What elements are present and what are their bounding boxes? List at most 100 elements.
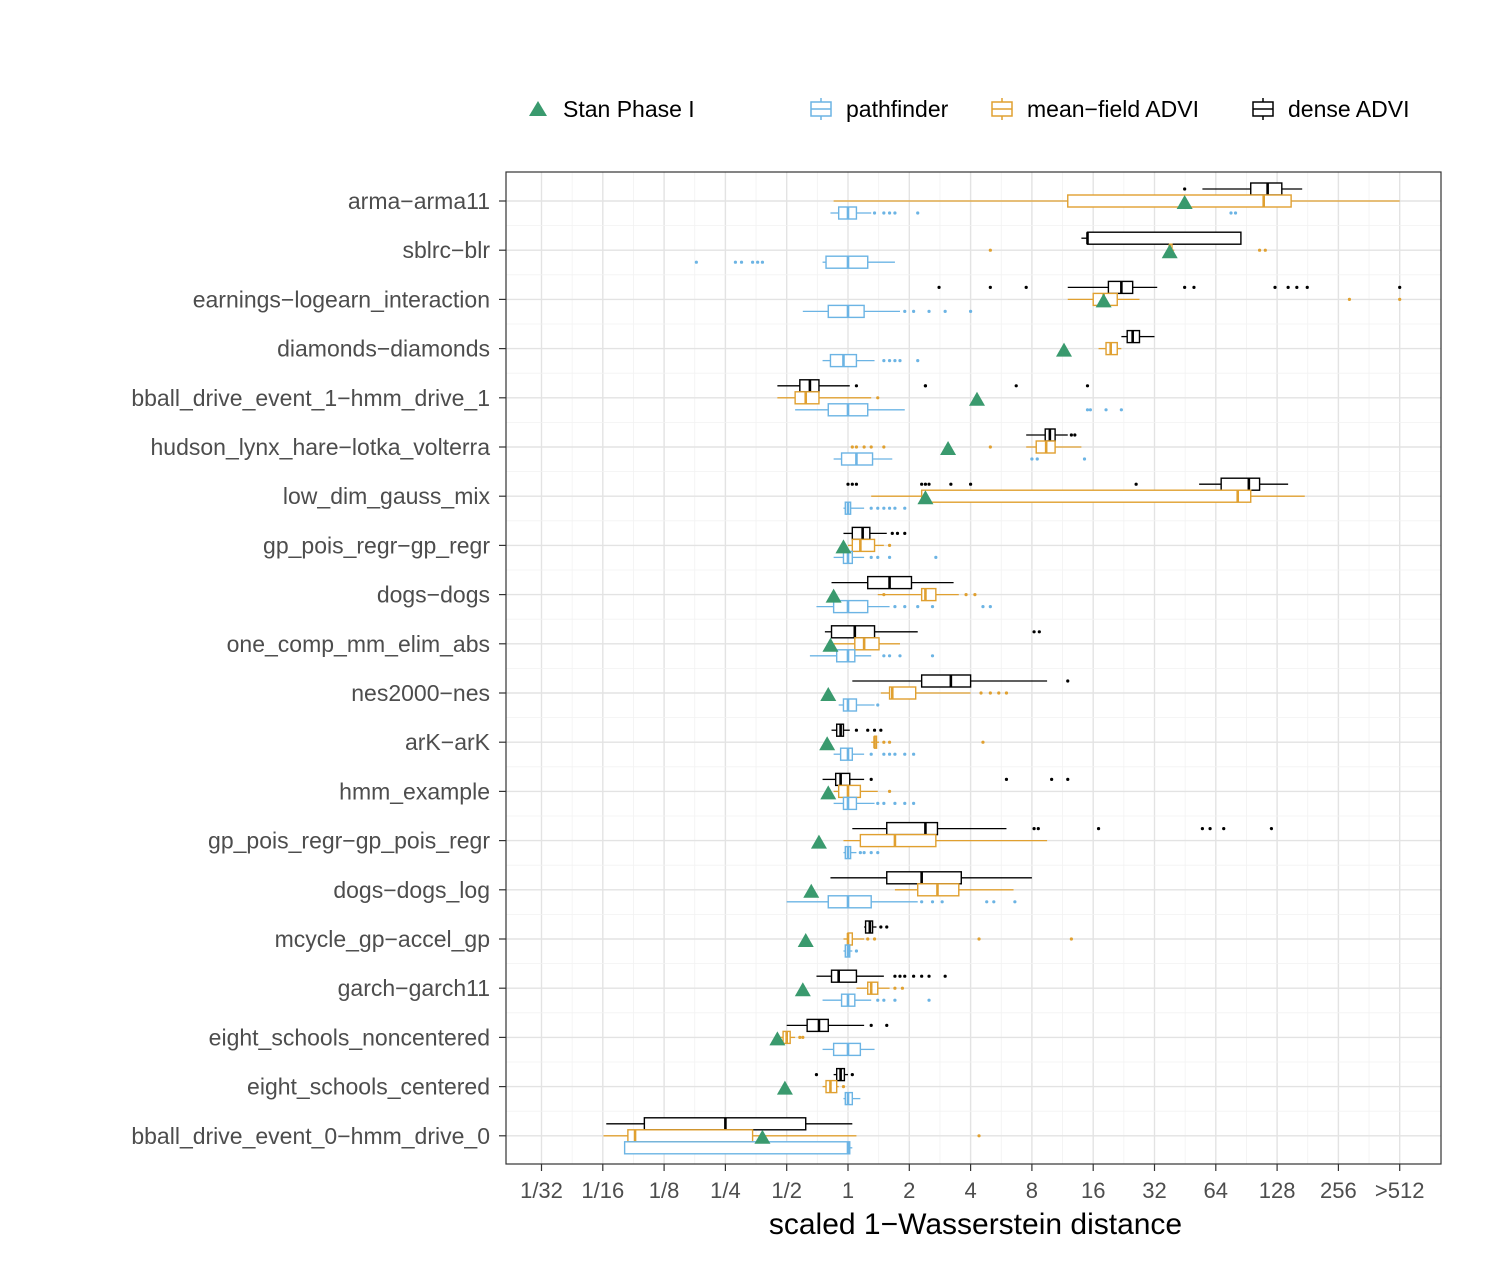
outlier-point [1085,384,1090,388]
outlier-point [854,482,859,486]
outlier-point [879,925,883,929]
x-tick-label: 256 [1320,1178,1357,1203]
outlier-point [885,925,889,929]
box-iqr [834,772,851,787]
boxplot-group [833,796,916,811]
outlier-point [977,937,981,941]
outlier-point [1257,248,1262,252]
stan-phase-i-point [776,1080,793,1095]
outlier-point [893,986,897,990]
stan-phase-i-point [769,1031,786,1046]
outlier-point [1037,630,1041,634]
x-tick-label: 8 [1026,1178,1038,1203]
boxplot-group [838,698,880,712]
box-iqr [851,538,876,553]
x-tick-label: 4 [964,1178,976,1203]
box-iqr [835,649,856,663]
outlier-point [1004,777,1009,782]
outlier-point [801,1035,805,1039]
x-tick-label: 32 [1142,1178,1166,1203]
outlier-point [988,285,992,289]
outlier-point [1073,433,1077,437]
y-tick-label: hmm_example [339,778,490,804]
box-iqr [1250,182,1283,196]
outlier-point [964,593,968,597]
x-tick-label: >512 [1375,1178,1425,1203]
outlier-point [912,974,916,978]
outlier-point [903,309,907,313]
outlier-point [739,260,744,264]
y-tick-label: mcycle_gp−accel_gp [275,926,490,952]
x-tick-label: 1/8 [649,1178,680,1203]
x-axis-title: scaled 1−Wasserstein distance [769,1208,1182,1241]
data-marks [603,182,1402,1155]
outlier-point [1035,457,1039,461]
outlier-point [1398,297,1402,301]
outlier-point [756,260,760,264]
outlier-point [1030,457,1034,461]
legend: Stan Phase I pathfinder mean−field ADVI … [525,92,1485,126]
outlier-point [882,752,886,756]
outlier-point [1024,285,1028,289]
grid-lines [506,172,1441,1164]
box-iqr [830,625,876,639]
y-tick-label: hudson_lynx_hare−lotka_volterra [151,434,491,460]
outlier-point [1036,827,1040,831]
boxplot-group [777,379,1090,393]
y-tick-label: arK−arK [405,729,491,755]
box-iqr [623,1141,851,1155]
boxplot-group [1098,341,1122,356]
y-tick-label: gp_pois_regr−gp_pois_regr [208,828,490,854]
boxplot-group [843,845,880,860]
outlier-point [985,900,989,904]
y-tick-label: one_comp_mm_elim_abs [227,631,490,657]
box-iqr [827,304,865,319]
box-iqr [867,981,879,995]
boxplot-group [833,452,1087,466]
outlier-point [920,482,924,486]
outlier-point [893,752,897,756]
boxplot-group [824,625,1041,639]
outlier-point [937,285,941,289]
y-tick-label: arma−arma11 [348,188,490,214]
stan-phase-i-point [803,883,820,898]
outlier-point [927,974,931,978]
outlier-point [1273,285,1277,289]
outlier-point [882,654,886,658]
box-iqr [627,1129,754,1143]
stan-phase-i-point [794,982,811,997]
x-tick-label: 2 [903,1178,915,1203]
outlier-point [920,900,924,904]
legend-box-icon [989,96,1015,122]
outlier-point [903,974,907,978]
y-tick-label: bball_drive_event_1−hmm_drive_1 [131,385,490,411]
outlier-point [887,555,892,560]
outlier-point [988,691,992,695]
legend-item-pathfinder: pathfinder [808,92,948,126]
outlier-point [988,248,992,252]
outlier-point [1305,285,1309,289]
boxplot-group [623,1141,853,1155]
outlier-point [850,445,854,449]
outlier-point [916,359,920,363]
outlier-point [1183,285,1187,289]
outlier-point [854,728,859,732]
outlier-point [1229,211,1233,215]
stan-phase-i-point [797,933,814,947]
boxplot-group [822,772,1070,787]
outlier-point [1050,777,1054,782]
outlier-point [869,506,873,510]
outlier-point [934,555,938,560]
boxplot-group [864,920,889,934]
legend-label: pathfinder [846,95,949,122]
outlier-point [869,777,873,782]
stan-phase-i-point [1055,342,1072,357]
outlier-point [912,309,916,313]
boxplot-group [894,883,1014,897]
outlier-point [1269,827,1273,831]
outlier-point [1096,827,1101,831]
outlier-point [854,384,859,388]
outlier-point [854,445,859,449]
outlier-point [876,703,880,707]
y-tick-label: garch−garch11 [338,975,490,1001]
